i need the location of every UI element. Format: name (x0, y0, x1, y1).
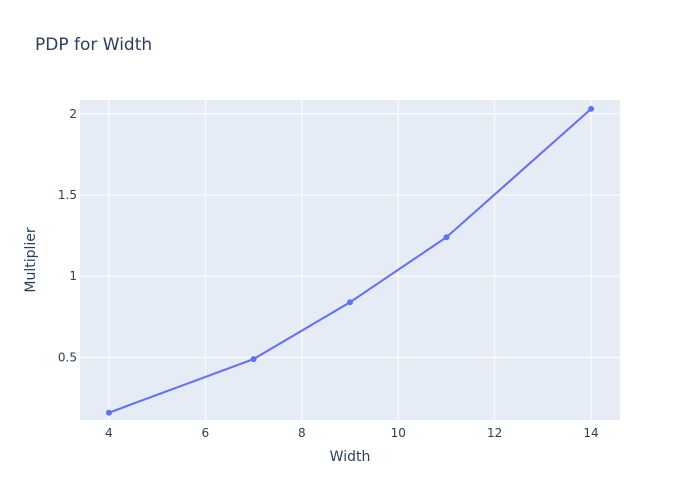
y-tick-label: 1.5 (58, 188, 77, 202)
x-tick-label: 4 (105, 426, 113, 440)
data-point[interactable] (105, 409, 112, 416)
x-tick-label: 12 (487, 426, 502, 440)
x-tick-label: 14 (583, 426, 598, 440)
data-point[interactable] (250, 356, 257, 363)
x-tick-label: 8 (298, 426, 306, 440)
y-tick-label: 2 (69, 107, 77, 121)
plot-area (80, 100, 620, 420)
data-point[interactable] (443, 234, 450, 241)
x-gridlines (108, 100, 592, 420)
x-tick-label: 6 (202, 426, 210, 440)
y-tick-labels: 0.5 1 1.5 2 (58, 107, 77, 365)
y-gridlines (80, 113, 620, 358)
chart-title: PDP for Width (35, 35, 152, 55)
x-axis-title: Width (330, 449, 371, 465)
y-tick-label: 0.5 (58, 350, 77, 364)
x-tick-labels: 4 6 8 10 12 14 (105, 426, 599, 440)
y-axis-title: Multiplier (23, 227, 39, 293)
data-point[interactable] (347, 299, 353, 306)
data-point[interactable] (588, 105, 595, 112)
x-tick-label: 10 (391, 426, 406, 440)
y-tick-label: 1 (69, 269, 77, 283)
series-group (105, 105, 595, 416)
